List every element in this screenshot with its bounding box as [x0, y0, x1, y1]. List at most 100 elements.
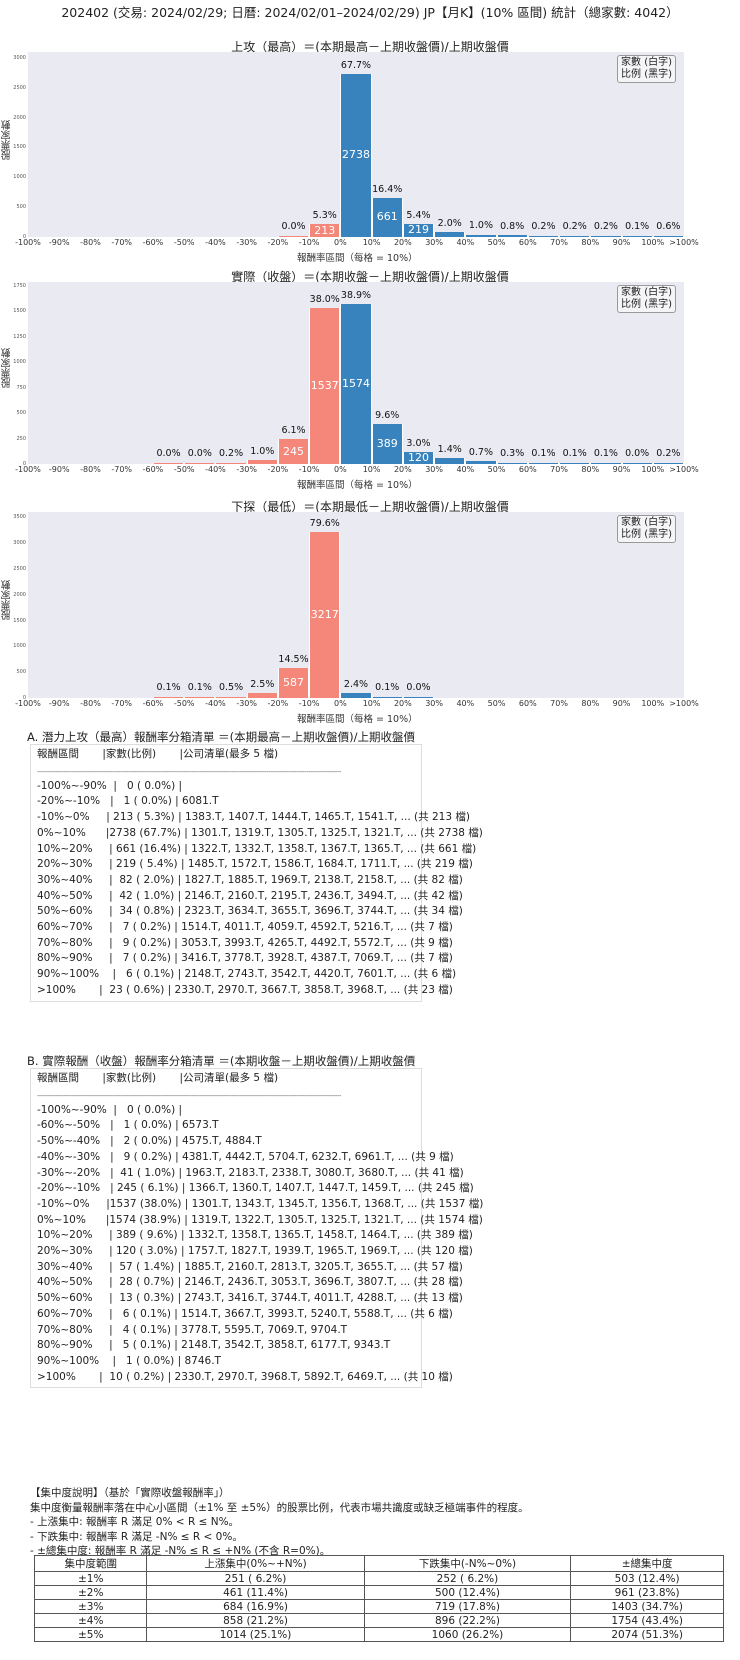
bar-percent-label: 0.1% — [625, 221, 650, 232]
histogram-bar — [215, 696, 247, 698]
table-header-cell: 集中度範圍 — [33, 1555, 148, 1572]
y-axis-label: 股票家數 — [2, 580, 13, 620]
bar-percent-label: 0.1% — [531, 448, 556, 459]
y-tick-label: 2500 — [13, 565, 26, 572]
x-tick-label: -50% — [173, 238, 195, 247]
table-cell: 961 (23.8%) — [570, 1585, 724, 1600]
histogram-bar — [184, 696, 216, 698]
list-row: -10%~0% | 213 ( 5.3%) | 1383.T, 1407.T, … — [37, 811, 470, 824]
x-tick-label: -20% — [267, 238, 289, 247]
legend-count-label: 家數 (白字) — [621, 57, 672, 68]
x-tick-label: 80% — [581, 238, 600, 247]
histogram-bar — [590, 235, 622, 237]
x-tick-label: -30% — [236, 238, 257, 247]
list-row: 20%~30% | 120 ( 3.0%) | 1757.T, 1827.T, … — [37, 1245, 473, 1258]
list-row: 20%~30% | 219 ( 5.4%) | 1485.T, 1572.T, … — [37, 858, 473, 871]
x-tick-label: -40% — [205, 238, 226, 247]
list-b-title: B. 實際報酬（收盤）報酬率分箱清單 ＝(本期收盤－上期收盤價)/上期收盤價 — [27, 1054, 416, 1068]
list-row: -100%~-90% | 0 ( 0.0%) | — [37, 1103, 183, 1116]
list-row: 50%~60% | 34 ( 0.8%) | 2323.T, 3634.T, 3… — [37, 905, 463, 918]
table-cell: ±5% — [33, 1627, 148, 1642]
table-cell: 461 (11.4%) — [146, 1585, 365, 1600]
list-row: 10%~20% | 389 ( 9.6%) | 1332.T, 1358.T, … — [37, 1229, 473, 1242]
table-cell: ±2% — [33, 1585, 148, 1600]
bar-percent-label: 1.4% — [437, 444, 462, 456]
x-tick-label: 60% — [518, 465, 537, 474]
histogram-bar — [434, 232, 466, 237]
x-tick-label: 100% — [641, 238, 665, 247]
list-row: -20%~-10% | 1 ( 0.0%) | 6081.T — [37, 795, 219, 808]
histogram-bar: 120 — [402, 450, 435, 464]
plot-area: 0.0% 0.0% 0.2% 1.0% 245 6.1% 1537 38.0% 1574 38.9… — [28, 282, 684, 464]
table-row: ±1% 251 ( 6.2%) 252 ( 6.2%) 503 (12.4%) — [33, 1571, 724, 1586]
table-cell: 2074 (51.3%) — [570, 1627, 724, 1642]
chart-legend: 家數 (白字) 比例 (黑字) — [617, 285, 676, 313]
x-tick-label: 80% — [581, 699, 600, 708]
x-tick-label: 100% — [641, 465, 665, 474]
table-cell: 1060 (26.2%) — [363, 1627, 572, 1642]
histogram-bar — [215, 462, 247, 464]
x-tick-label: -100% — [15, 238, 41, 247]
histogram-chart-2: 實際（收盤）＝(本期收盤－上期收盤價)/上期收盤價 0.0% 0.0% 0.2% 1.0… — [0, 268, 740, 498]
histogram-bar — [559, 462, 591, 464]
bar-percent-label: 0.3% — [500, 448, 525, 459]
x-tick-label: -90% — [48, 238, 70, 247]
bar-count-label: 245 — [283, 444, 304, 458]
bar-percent-label: 0.2% — [562, 221, 587, 232]
histogram-chart-1: 上攻（最高）＝(本期最高－上期收盤價)/上期收盤價 0.0% 213 5.3% 2738… — [0, 38, 740, 268]
list-row: 40%~50% | 42 ( 1.0%) | 2146.T, 2160.T, 2… — [37, 889, 463, 902]
x-axis-label: 報酬率區間（每格 = 10%） — [297, 253, 418, 264]
x-tick-label: -10% — [298, 238, 320, 247]
legend-ratio-label: 比例 (黑字) — [621, 69, 672, 80]
list-row: 70%~80% | 4 ( 0.1%) | 3778.T, 5595.T, 70… — [37, 1323, 348, 1336]
list-a-header: 報酬區間 |家數(比例) |公司清單(最多 5 檔) — [37, 748, 279, 760]
bar-count-label: 587 — [283, 675, 304, 689]
y-tick-label: 750 — [16, 384, 26, 391]
chart-title: 實際（收盤）＝(本期收盤－上期收盤價)/上期收盤價 — [231, 270, 509, 284]
histogram-bar: 1537 — [309, 307, 341, 464]
x-tick-label: 40% — [456, 465, 475, 474]
bar-percent-label: 38.0% — [309, 293, 340, 305]
x-tick-label: 40% — [456, 699, 475, 708]
legend-count-label: 家數 (白字) — [621, 287, 672, 298]
x-tick-label: 50% — [487, 465, 506, 474]
bar-percent-label: 38.9% — [340, 289, 372, 301]
x-tick-label: 30% — [425, 465, 443, 474]
x-tick-label: 0% — [334, 699, 347, 708]
histogram-bar — [652, 235, 684, 237]
bar-count-label: 120 — [407, 450, 429, 464]
table-cell: 251 ( 6.2%) — [146, 1571, 365, 1586]
bar-count-label: 389 — [376, 437, 398, 451]
list-row: 60%~70% | 6 ( 0.1%) | 1514.T, 3667.T, 39… — [37, 1307, 453, 1320]
list-row: -100%~-90% | 0 ( 0.0%) | — [37, 779, 183, 792]
y-tick-label: 3000 — [13, 540, 26, 546]
histogram-bar — [246, 692, 278, 698]
chart-title: 下探（最低）＝(本期最低－上期收盤價)/上期收盤價 — [231, 500, 509, 514]
x-tick-label: -100% — [15, 699, 41, 708]
y-tick-label: 3500 — [13, 514, 26, 521]
x-tick-label: >100% — [669, 699, 699, 708]
notes-line: 集中度衡量報酬率落在中心小區間（±1% 至 ±5%）的股票比例，代表市場共識度或… — [30, 1501, 529, 1514]
bar-percent-label: 0.2% — [531, 221, 556, 232]
y-tick-label: 3000 — [13, 54, 26, 61]
bar-percent-label: 9.6% — [375, 410, 400, 422]
list-b-header: 報酬區間 |家數(比例) |公司清單(最多 5 檔) — [37, 1072, 279, 1084]
bar-percent-label: 2.0% — [437, 218, 462, 230]
chart-legend: 家數 (白字) 比例 (黑字) — [617, 55, 676, 83]
y-tick-label: 250 — [16, 435, 26, 442]
histogram-bar — [559, 235, 591, 237]
x-tick-label: >100% — [669, 465, 699, 474]
x-tick-label: -40% — [205, 699, 226, 708]
histogram-bar — [371, 696, 403, 698]
table-cell: 896 (22.2%) — [363, 1613, 572, 1628]
bar-count-label: 3217 — [310, 607, 339, 621]
list-row: 0%~10% |2738 (67.7%) | 1301.T, 1319.T, 1… — [37, 826, 483, 839]
histogram-bar: 661 — [371, 197, 403, 237]
table-row: ±5% 1014 (25.1%) 1060 (26.2%) 2074 (51.3%) — [33, 1627, 724, 1642]
y-axis-label: 股票家數 — [2, 119, 13, 160]
notes-heading: 【集中度說明】（基於「實際收盤報酬率」） — [30, 1487, 230, 1499]
histogram-bar — [527, 462, 560, 464]
bar-percent-label: 5.4% — [406, 209, 431, 221]
x-tick-label: 70% — [550, 238, 568, 247]
list-row: -50%~-40% | 2 ( 0.0%) | 4575.T, 4884.T — [37, 1135, 262, 1148]
